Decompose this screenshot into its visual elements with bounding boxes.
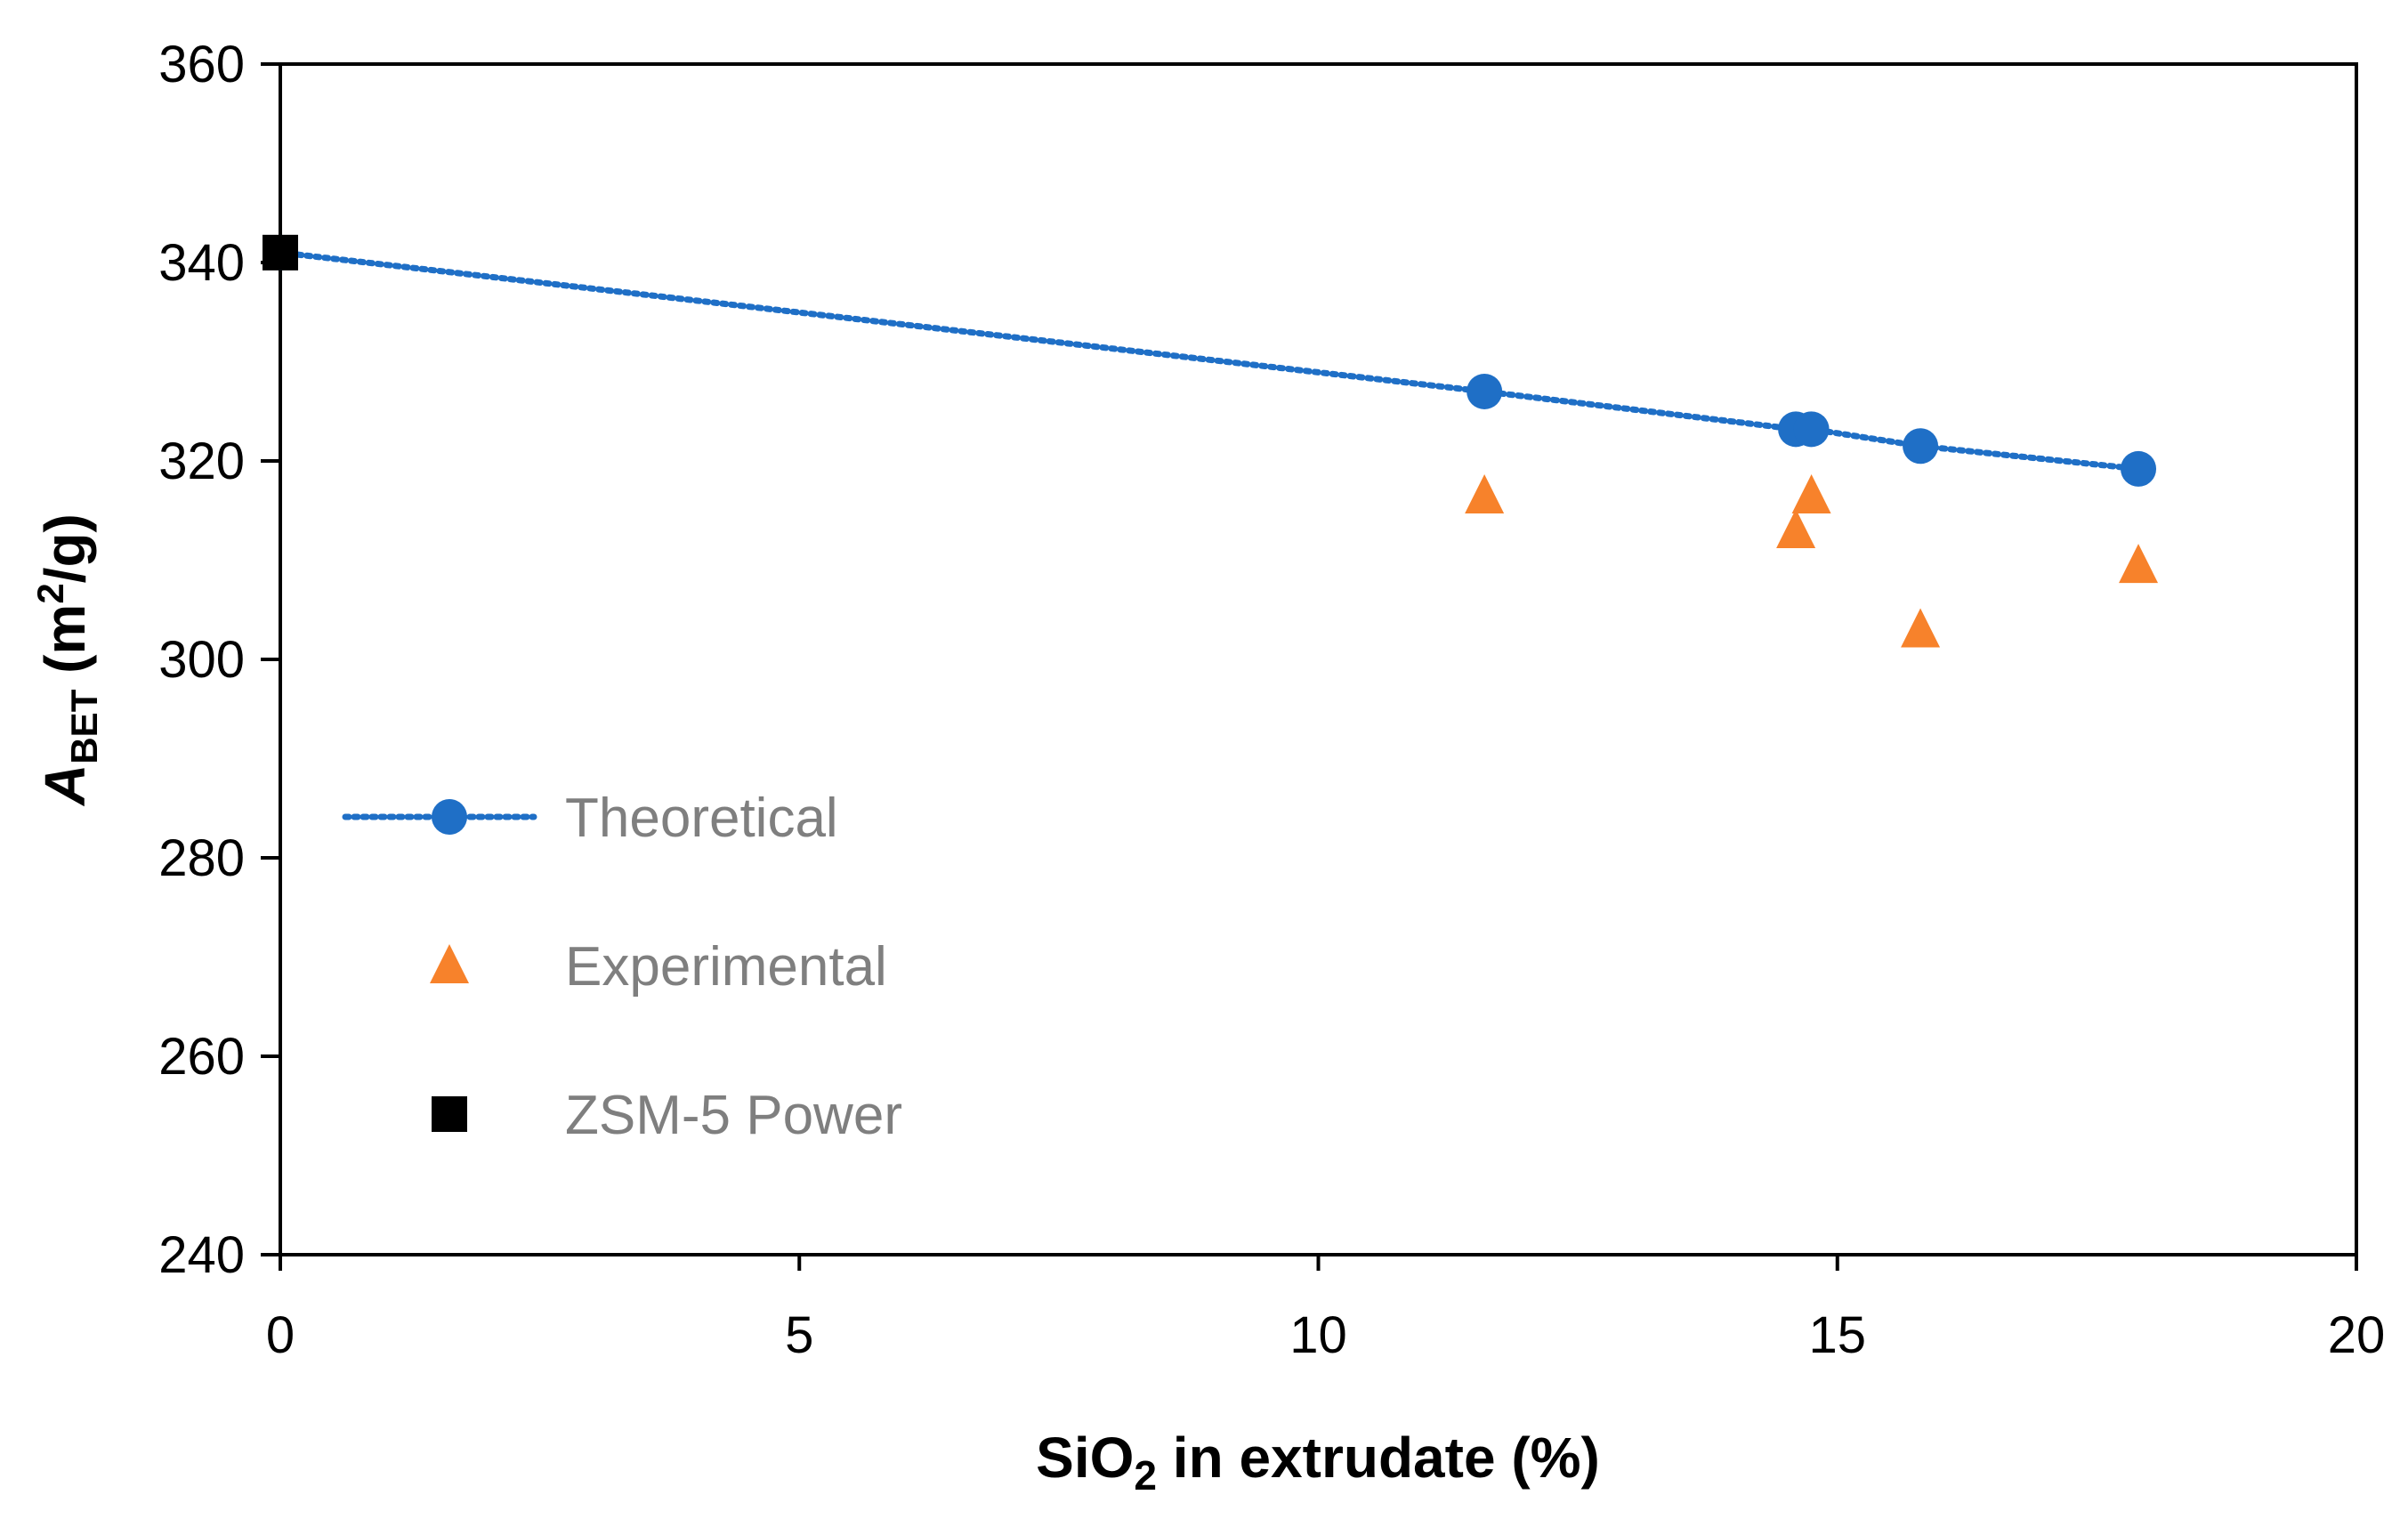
- data-point-theoretical: [1903, 428, 1939, 465]
- x-axis-title-rest: in extrudate (%): [1157, 1426, 1600, 1490]
- data-point-experimental: [2119, 544, 2159, 584]
- x-tick-label: 20: [2328, 1306, 2386, 1364]
- y-axis-title-superscript: 2: [29, 583, 71, 603]
- data-point-theoretical: [1793, 411, 1830, 448]
- data-point-experimental: [1465, 474, 1505, 514]
- x-axis-title: SiO2 in extrudate (%): [1036, 1426, 1600, 1499]
- x-axis-title-subscript: 2: [1134, 1452, 1157, 1499]
- y-tick-label: 280: [158, 829, 245, 887]
- legend-marker-zsm-5-power: [432, 1096, 467, 1132]
- legend: Theoretical Experimental ZSM-5 Power: [342, 788, 902, 1146]
- y-tick-label: 360: [158, 36, 245, 93]
- y-tick-label: 340: [158, 234, 245, 292]
- y-tick-label: 240: [158, 1226, 245, 1284]
- data-point-zsm-5-power: [263, 234, 298, 271]
- x-tick-label: 15: [1808, 1306, 1866, 1364]
- legend-label-theoretical: Theoretical: [565, 788, 838, 849]
- y-tick-label: 300: [158, 631, 245, 689]
- y-axis: 240 260 280 300 320 340 360: [158, 36, 280, 1284]
- y-axis-title-main: A: [33, 764, 97, 807]
- x-tick-label: 0: [266, 1306, 295, 1364]
- y-tick-label: 320: [158, 432, 245, 490]
- y-axis-title: ABET (m2/g): [29, 513, 105, 807]
- legend-marker-experimental: [430, 944, 469, 983]
- legend-label-zsm-5-power: ZSM-5 Power: [565, 1085, 902, 1146]
- legend-label-experimental: Experimental: [565, 936, 887, 998]
- data-point-theoretical: [2121, 450, 2157, 487]
- x-tick-label: 10: [1289, 1306, 1347, 1364]
- y-axis-title-rest: (m: [33, 604, 97, 690]
- y-tick-label: 260: [158, 1028, 245, 1086]
- legend-marker-theoretical: [432, 799, 467, 835]
- y-axis-title-subscript: BET: [63, 689, 105, 764]
- data-point-experimental: [1791, 474, 1831, 514]
- x-axis: 0 5 10 15 20: [266, 1255, 2385, 1364]
- data-point-theoretical: [1467, 373, 1503, 409]
- plot-series: [263, 234, 2159, 648]
- x-tick-label: 5: [785, 1306, 813, 1364]
- y-axis-title-end: /g): [33, 513, 97, 583]
- data-point-experimental: [1901, 608, 1941, 648]
- x-axis-title-main: SiO: [1036, 1426, 1134, 1490]
- data-point-experimental: [1776, 509, 1816, 549]
